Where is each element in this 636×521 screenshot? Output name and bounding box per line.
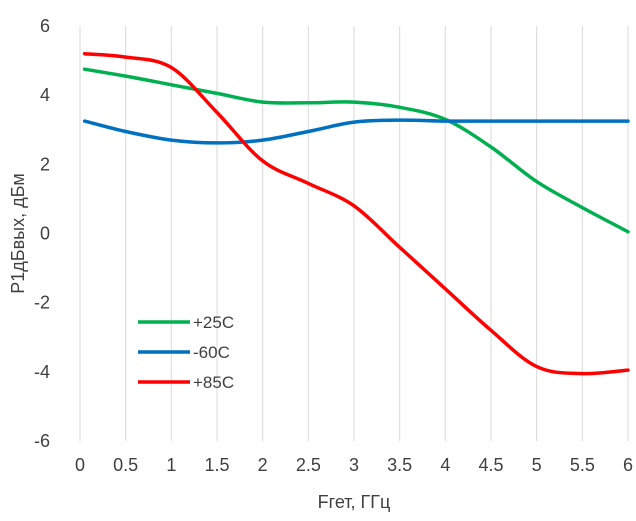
x-tick-label: 3.5 (387, 455, 412, 475)
y-tick-label: -2 (34, 293, 50, 313)
legend-label: +85C (193, 373, 234, 392)
x-tick-label: 2 (258, 455, 268, 475)
y-tick-label: 4 (40, 85, 50, 105)
y-axis-tick-labels: -6 -4 -2 0 2 4 6 (34, 16, 50, 451)
y-tick-label: -4 (34, 362, 50, 382)
gridlines (80, 26, 628, 441)
x-tick-label: 1.5 (204, 455, 229, 475)
series-lines (85, 54, 628, 374)
y-axis-title: P1дБвых, дБм (8, 173, 28, 294)
x-tick-label: 0 (75, 455, 85, 475)
x-tick-label: 4 (440, 455, 450, 475)
y-tick-label: 2 (40, 154, 50, 174)
legend-label: -60C (193, 343, 230, 362)
series-line-2 (85, 120, 628, 143)
y-tick-label: -6 (34, 431, 50, 451)
x-tick-label: 1 (166, 455, 176, 475)
y-tick-label: 6 (40, 16, 50, 36)
x-tick-label: 5.5 (570, 455, 595, 475)
x-axis-title: Fгет, ГГц (318, 492, 391, 512)
x-tick-label: 2.5 (296, 455, 321, 475)
x-tick-label: 3 (349, 455, 359, 475)
legend: +25C -60C +85C (138, 313, 234, 392)
x-tick-label: 6 (623, 455, 633, 475)
legend-label: +25C (193, 313, 234, 332)
x-tick-label: 0.5 (113, 455, 138, 475)
y-tick-label: 0 (40, 224, 50, 244)
x-tick-label: 5 (532, 455, 542, 475)
x-tick-label: 4.5 (478, 455, 503, 475)
x-axis-tick-labels: 0 0.5 1 1.5 2 2.5 3 3.5 4 4.5 5 5.5 6 (75, 455, 633, 475)
